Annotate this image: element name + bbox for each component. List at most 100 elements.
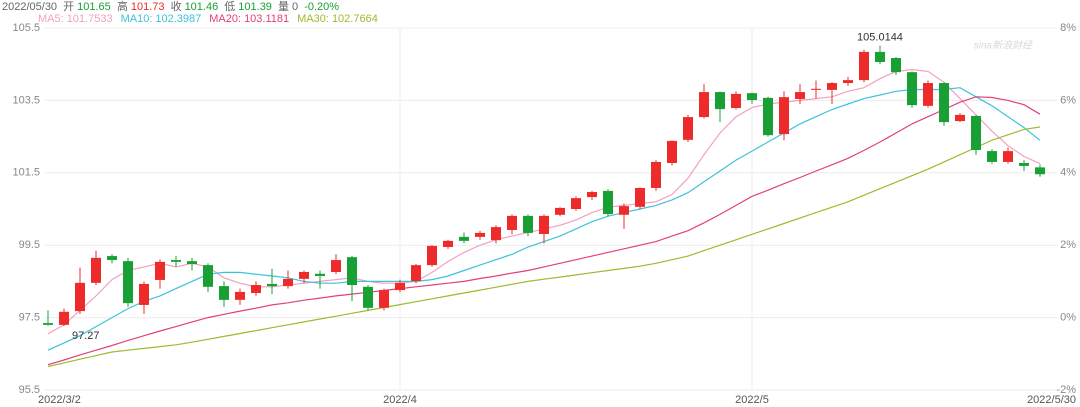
candle-body xyxy=(427,245,437,266)
candle-body xyxy=(699,92,709,118)
info-value: 101.73 xyxy=(130,1,165,13)
candle-body xyxy=(331,260,341,272)
candle-body xyxy=(827,83,837,90)
legend-value: 102.7664 xyxy=(331,13,378,25)
candle-body xyxy=(107,256,117,261)
candle-body xyxy=(59,311,69,325)
candle-body xyxy=(907,72,917,106)
candle-body xyxy=(571,198,581,209)
candle-body xyxy=(971,115,981,150)
y2-tick-label: 6% xyxy=(1060,94,1076,106)
legend-name: MA5: xyxy=(38,13,64,25)
candle-body xyxy=(587,191,597,198)
legend-entry: MA5: 101.7533 xyxy=(38,13,113,25)
candle-body xyxy=(923,83,933,106)
candle-body xyxy=(363,286,373,308)
candle-body xyxy=(171,260,181,262)
legend-value: 102.3987 xyxy=(155,13,202,25)
watermark: sina新浪财经 xyxy=(974,40,1033,52)
candle-body xyxy=(267,283,277,287)
candle-body xyxy=(507,215,517,230)
y2-tick-label: 4% xyxy=(1060,167,1076,179)
candle-body xyxy=(299,271,309,279)
ma-line xyxy=(47,126,1041,368)
candle-body xyxy=(619,206,629,215)
candle-body xyxy=(683,117,693,140)
legend-name: MA10: xyxy=(120,13,153,25)
info-label: 收 xyxy=(170,1,182,13)
candle-body xyxy=(443,240,453,248)
candle-body xyxy=(651,161,661,189)
candle-body xyxy=(1003,151,1013,162)
candle-body xyxy=(955,114,965,122)
info-value: 101.39 xyxy=(238,1,272,13)
candle-body xyxy=(795,92,805,99)
legend-entry: MA30: 102.7664 xyxy=(297,13,378,25)
candle-body xyxy=(523,215,533,233)
candle-body xyxy=(875,51,885,63)
candle-body xyxy=(635,188,645,207)
x-tick-label: 2022/5 xyxy=(735,394,769,406)
max-annotation: 105.0144 xyxy=(857,31,903,43)
info-label: 量 xyxy=(278,1,289,13)
candle-body xyxy=(283,278,293,287)
candle-body xyxy=(843,80,853,84)
info-label: 低 xyxy=(224,1,236,13)
legend-name: MA20: xyxy=(209,13,242,25)
candle-body xyxy=(139,283,149,305)
min-annotation: 97.27 xyxy=(72,330,100,342)
candle-body xyxy=(763,97,773,136)
candle-body xyxy=(555,207,565,215)
ma-line xyxy=(47,68,1041,335)
y2-tick-label: 8% xyxy=(1060,22,1076,34)
candle-body xyxy=(459,236,469,241)
candle-body xyxy=(43,323,53,325)
candle-body xyxy=(715,92,725,110)
candle-body xyxy=(475,232,485,237)
y2-tick-label: 2% xyxy=(1060,239,1076,251)
candle-body xyxy=(315,273,325,276)
candle-body xyxy=(603,190,613,215)
candle-body xyxy=(379,290,389,308)
candle-body xyxy=(891,58,901,73)
candle-body xyxy=(347,257,357,286)
info-value: 101.46 xyxy=(184,1,219,13)
candle-body xyxy=(859,51,869,81)
candle-body xyxy=(91,257,101,283)
candle-body xyxy=(187,261,197,265)
y-tick-label: 103.5 xyxy=(12,94,40,106)
y-tick-label: 99.5 xyxy=(19,239,40,251)
candle-body xyxy=(75,282,85,312)
candle-body xyxy=(235,291,245,300)
y-tick-label: 95.5 xyxy=(19,384,40,396)
y2-tick-label: 0% xyxy=(1060,312,1076,324)
candle-body xyxy=(219,286,229,300)
candle-body xyxy=(155,261,165,280)
candle-body xyxy=(731,93,741,109)
y-tick-label: 101.5 xyxy=(12,167,40,179)
y-tick-label: 97.5 xyxy=(19,312,40,324)
x-tick-label: 2022/4 xyxy=(383,394,417,406)
candle-body xyxy=(747,93,757,101)
candle-body xyxy=(987,151,997,162)
candle-body xyxy=(939,83,949,123)
candle-body xyxy=(395,282,405,291)
candle-body xyxy=(411,265,421,282)
info-change: -0.20% xyxy=(304,1,340,13)
candle-body xyxy=(1019,163,1029,166)
candle-body xyxy=(539,215,549,234)
info-value: 0 xyxy=(292,1,299,13)
legend-entry: MA20: 103.1181 xyxy=(209,13,289,25)
legend-name: MA30: xyxy=(297,13,329,25)
candle-body xyxy=(203,265,213,287)
x-tick-label: 2022/5/30 xyxy=(1027,394,1076,406)
info-date: 2022/05/30 xyxy=(2,1,58,13)
candle-body xyxy=(667,140,677,164)
info-label: 高 xyxy=(116,1,128,13)
candle-body xyxy=(491,227,501,241)
info-value: 101.65 xyxy=(77,1,111,13)
legend-value: 101.7533 xyxy=(66,13,113,25)
x-tick-label: 2022/3/2 xyxy=(38,394,81,406)
